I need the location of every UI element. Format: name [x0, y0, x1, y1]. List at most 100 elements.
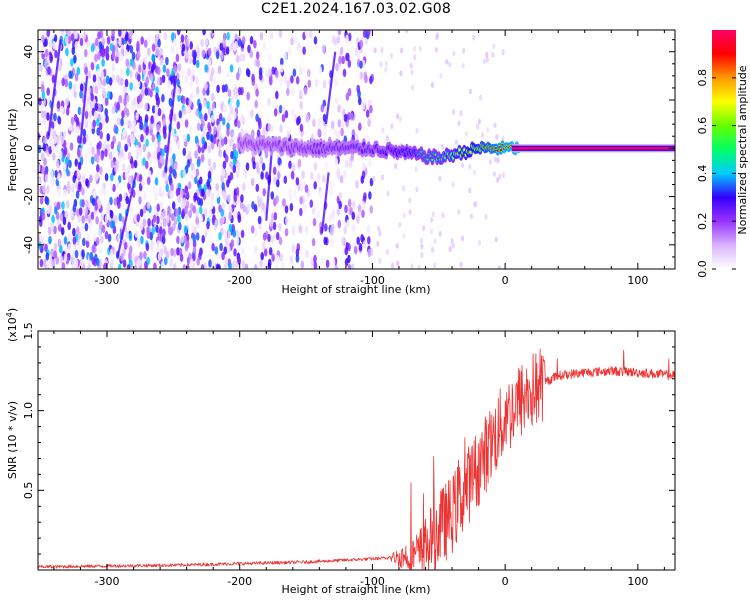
noise-speck — [57, 238, 62, 247]
noise-speck — [336, 35, 341, 44]
noise-speck — [232, 164, 237, 174]
noise-speck — [81, 175, 86, 184]
noise-speck — [51, 259, 56, 268]
noise-speck — [50, 248, 54, 257]
noise-speck — [173, 65, 178, 74]
noise-speck — [127, 165, 131, 174]
noise-speck — [72, 227, 76, 237]
noise-speck — [236, 54, 240, 63]
noise-speck — [224, 83, 228, 93]
noise-speck — [59, 255, 64, 264]
noise-speck — [359, 60, 363, 69]
noise-speck — [267, 262, 272, 269]
noise-speck — [74, 180, 79, 189]
noise-speck — [211, 259, 216, 268]
noise-speck — [96, 118, 100, 127]
noise-speck — [279, 253, 284, 262]
noise-speck — [241, 36, 246, 45]
noise-speck — [210, 192, 215, 202]
noise-speck — [180, 34, 185, 43]
noise-speck — [56, 100, 61, 110]
noise-speck — [237, 214, 242, 223]
noise-speck — [275, 231, 280, 241]
noise-speck — [87, 147, 91, 157]
noise-speck — [182, 147, 187, 157]
noise-speck — [44, 59, 48, 69]
noise-speck — [116, 74, 120, 84]
noise-speck — [289, 203, 294, 212]
noise-speck — [101, 37, 106, 46]
noise-speck — [201, 188, 205, 197]
noise-speck — [47, 226, 52, 235]
noise-speck — [188, 252, 192, 261]
noise-speck — [482, 58, 486, 65]
noise-speck — [286, 130, 291, 139]
noise-speck — [46, 30, 51, 37]
noise-speck — [137, 257, 142, 267]
noise-speck — [226, 31, 230, 41]
noise-speck — [149, 232, 153, 241]
noise-speck — [41, 152, 45, 162]
noise-speck — [201, 235, 205, 244]
noise-speck — [207, 144, 212, 154]
noise-speck — [229, 172, 234, 181]
noise-speck — [297, 46, 302, 56]
noise-speck — [139, 121, 144, 131]
noise-speck — [238, 66, 243, 76]
noise-speck — [272, 166, 277, 175]
noise-speck — [162, 219, 167, 228]
noise-speck — [468, 88, 472, 95]
noise-speck — [189, 76, 194, 85]
noise-speck — [384, 66, 388, 73]
noise-speck — [175, 53, 180, 63]
noise-speck — [185, 97, 190, 106]
noise-speck — [44, 174, 49, 183]
noise-speck — [76, 170, 81, 179]
noise-speck — [182, 169, 187, 178]
noise-speck — [195, 168, 199, 177]
noise-speck — [339, 175, 344, 184]
noise-speck — [155, 92, 159, 102]
noise-speck — [136, 79, 141, 89]
noise-speck — [304, 30, 309, 38]
noise-speck — [87, 202, 92, 211]
noise-speck — [57, 172, 61, 182]
noise-speck — [61, 201, 65, 210]
noise-speck — [312, 218, 317, 227]
noise-speck — [42, 143, 47, 152]
noise-speck — [182, 96, 186, 105]
noise-speck — [159, 57, 164, 67]
noise-speck — [271, 253, 275, 262]
noise-speck — [196, 257, 200, 266]
noise-speck — [124, 171, 129, 180]
noise-speck — [285, 216, 289, 225]
noise-speck — [207, 59, 212, 68]
noise-speck — [417, 264, 421, 269]
noise-speck — [156, 215, 160, 225]
noise-speck — [206, 179, 210, 188]
noise-speck — [106, 133, 110, 142]
noise-speck — [105, 97, 109, 107]
noise-speck — [420, 243, 424, 250]
noise-speck — [292, 189, 297, 199]
noise-speck — [105, 52, 110, 61]
noise-speck — [65, 156, 69, 165]
noise-speck — [72, 236, 77, 245]
y-multiplier-prefix: (x10 — [6, 317, 19, 342]
noise-speck — [476, 123, 480, 130]
noise-speck — [196, 158, 201, 168]
noise-speck — [100, 49, 105, 58]
noise-speck — [435, 32, 440, 38]
noise-speck — [241, 246, 245, 256]
noise-speck — [140, 36, 144, 45]
noise-speck — [92, 74, 97, 83]
noise-speck — [199, 206, 203, 215]
noise-speck — [316, 210, 321, 219]
noise-speck — [169, 166, 173, 175]
noise-speck — [255, 88, 259, 97]
noise-speck — [222, 38, 226, 48]
noise-speck — [369, 75, 373, 85]
noise-speck — [341, 55, 346, 65]
noise-speck — [72, 203, 77, 213]
